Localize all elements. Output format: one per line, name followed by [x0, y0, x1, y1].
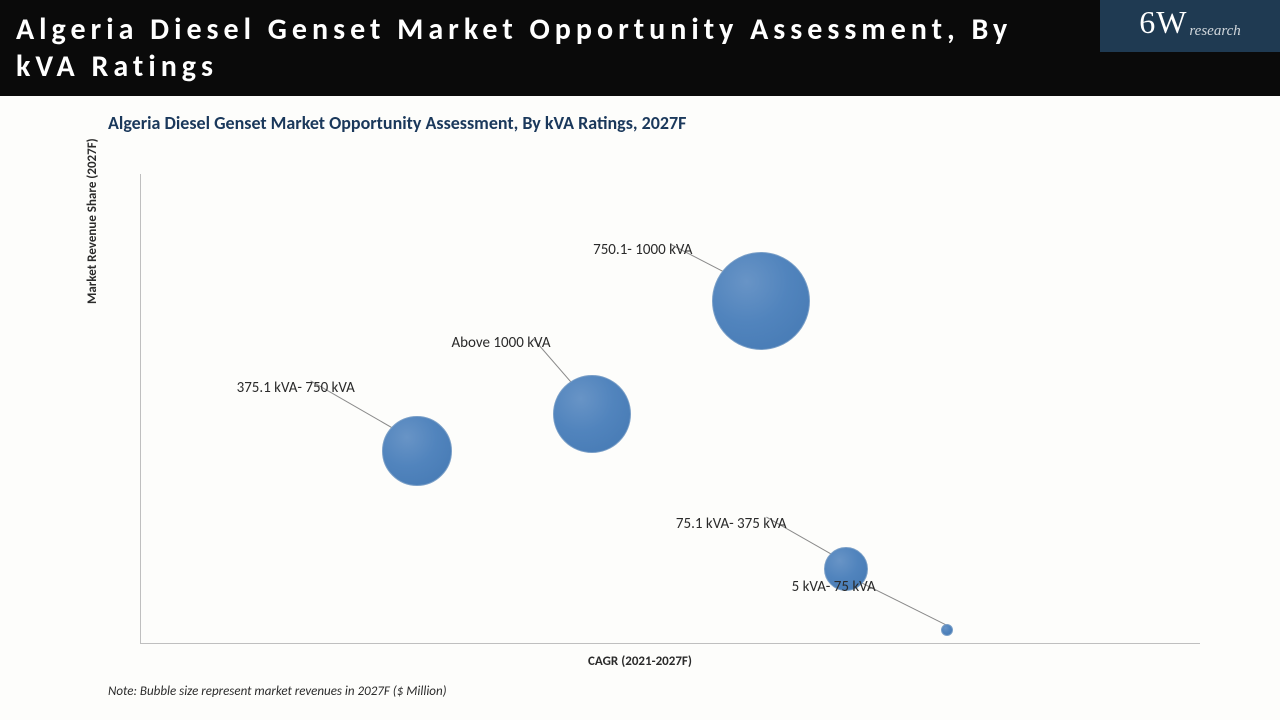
chart-bubble [941, 624, 953, 636]
bubble-label: 5 kVA- 75 kVA [792, 578, 876, 596]
chart-title: Algeria Diesel Genset Market Opportunity… [0, 96, 1280, 134]
logo-main-text: 6W [1139, 4, 1187, 41]
logo-sub-text: research [1189, 23, 1240, 40]
bubble-label: 375.1 kVA- 750 kVA [237, 379, 355, 397]
header-bar: Algeria Diesel Genset Market Opportunity… [0, 0, 1280, 96]
bubble-label: 75.1 kVA- 375 kVA [676, 515, 787, 533]
y-axis-label: Market Revenue Share (2027F) [85, 138, 100, 304]
bubble-chart: Market Revenue Share (2027F) 375.1 kVA- … [0, 134, 1280, 694]
brand-logo: 6W research [1100, 0, 1280, 52]
plot-area: 375.1 kVA- 750 kVA Above 1000 kVA 750.1- 1… [140, 174, 1200, 644]
chart-bubble [712, 252, 810, 350]
bubble-label: Above 1000 kVA [452, 334, 551, 352]
page-title: Algeria Diesel Genset Market Opportunity… [0, 11, 1060, 86]
x-axis-label: CAGR (2021-2027F) [0, 654, 1280, 669]
chart-bubble [553, 375, 631, 453]
chart-footnote: Note: Bubble size represent market reven… [108, 684, 447, 699]
bubble-label: 750.1- 1000 kVA [593, 241, 692, 259]
chart-bubble [382, 416, 452, 486]
